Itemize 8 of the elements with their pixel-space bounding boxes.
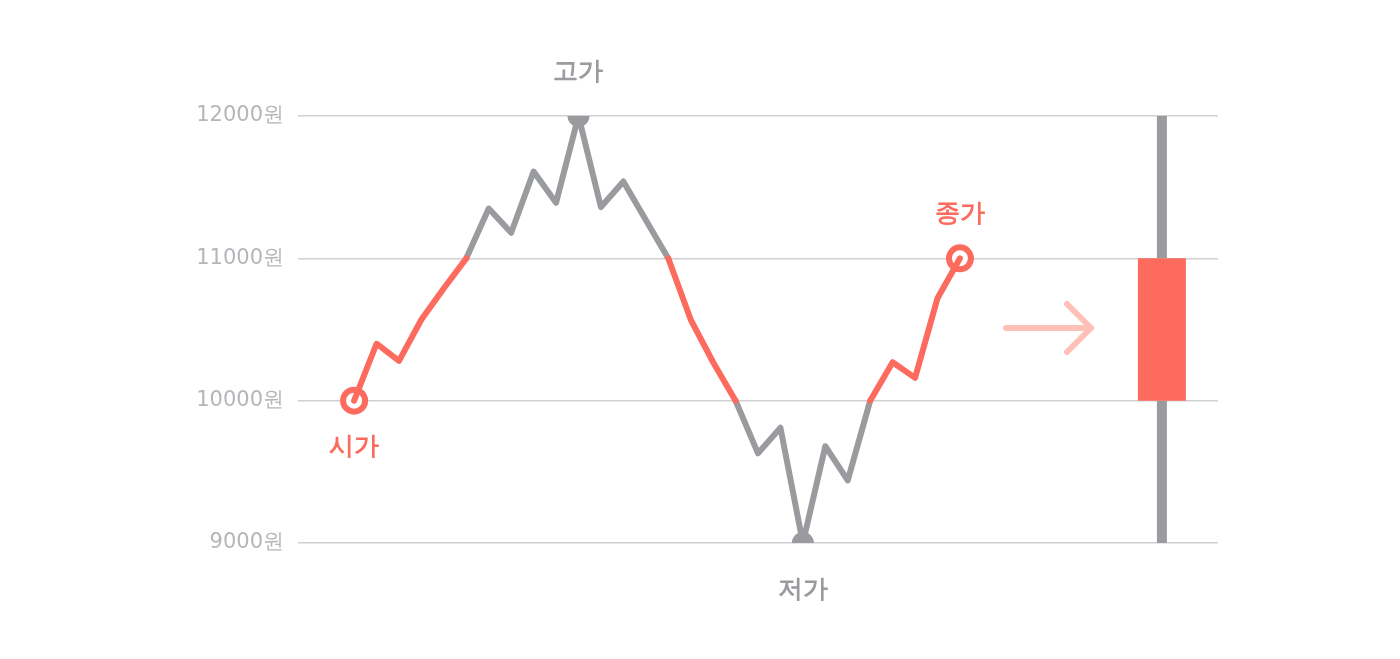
annotation: 시가: [329, 431, 380, 461]
text: 고가: [553, 55, 604, 85]
y-tick-label: 12000원: [196, 102, 284, 127]
y-tick-label: 11000원: [196, 244, 284, 269]
text: 저가: [777, 573, 828, 603]
annotation: 종가: [934, 197, 985, 227]
y-tick-label: 9000원: [209, 529, 284, 554]
y-tick-label: 10000원: [196, 387, 284, 412]
